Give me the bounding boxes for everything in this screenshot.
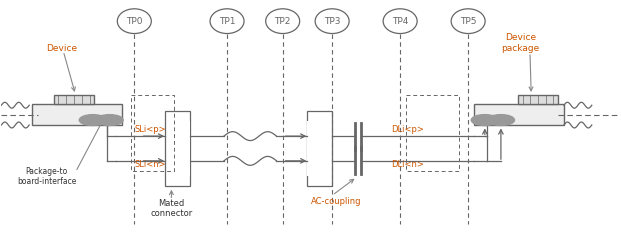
Text: Device: Device: [46, 44, 77, 53]
Circle shape: [471, 114, 499, 126]
Circle shape: [79, 114, 106, 126]
Text: SLi<n>: SLi<n>: [134, 160, 166, 169]
Text: Device
package: Device package: [502, 34, 540, 53]
Text: Mated
connector: Mated connector: [150, 199, 193, 218]
Text: DLi<n>: DLi<n>: [391, 160, 424, 169]
Text: TP4: TP4: [392, 17, 409, 26]
Text: TP5: TP5: [460, 17, 476, 26]
Text: TP3: TP3: [324, 17, 340, 26]
Text: DLi<p>: DLi<p>: [391, 126, 424, 134]
FancyBboxPatch shape: [518, 95, 558, 104]
Text: TP0: TP0: [126, 17, 143, 26]
Text: AC-coupling: AC-coupling: [310, 197, 361, 206]
FancyBboxPatch shape: [32, 104, 122, 125]
FancyBboxPatch shape: [54, 95, 94, 104]
FancyBboxPatch shape: [474, 104, 564, 125]
Text: Package-to
board-interface: Package-to board-interface: [17, 167, 76, 186]
FancyBboxPatch shape: [307, 112, 332, 186]
Text: TP2: TP2: [274, 17, 291, 26]
Circle shape: [487, 114, 515, 126]
Text: SLi<p>: SLi<p>: [134, 126, 166, 134]
FancyBboxPatch shape: [165, 112, 190, 186]
FancyBboxPatch shape: [173, 121, 190, 176]
Text: TP1: TP1: [219, 17, 235, 26]
FancyBboxPatch shape: [307, 121, 325, 176]
Circle shape: [96, 114, 123, 126]
